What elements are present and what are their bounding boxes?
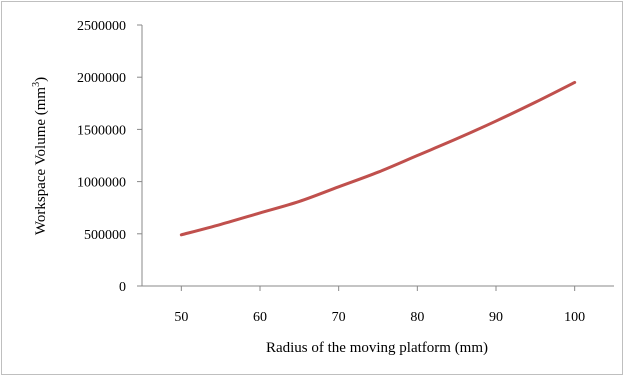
x-axis-title: Radius of the moving platform (mm) (266, 340, 488, 356)
y-axis-title-superscript: 3 (31, 82, 42, 87)
y-axis-ticks: 0 500000 1000000 1500000 2000000 2500000 (77, 19, 142, 295)
x-tick-label: 90 (489, 310, 503, 325)
y-axis-title-tail: ) (33, 77, 49, 82)
x-tick-label: 80 (410, 310, 424, 325)
y-tick-label: 1000000 (77, 176, 126, 191)
y-axis-title-main: Workspace Volume (mm (33, 87, 49, 236)
x-axis-ticks: 50 60 70 80 90 100 (174, 286, 585, 325)
y-tick-label: 0 (119, 280, 126, 295)
y-axis-title: Workspace Volume (mm3) (31, 77, 49, 235)
x-tick-label: 50 (174, 310, 188, 325)
series-line (179, 80, 577, 237)
y-tick-label: 2000000 (77, 71, 126, 86)
y-tick-label: 500000 (84, 228, 126, 243)
x-tick-label: 70 (332, 310, 346, 325)
x-tick-label: 100 (564, 310, 585, 325)
y-tick-label: 2500000 (77, 19, 126, 34)
plot-area (141, 25, 614, 287)
y-tick-label: 1500000 (77, 123, 126, 138)
series-layer (179, 80, 577, 237)
x-tick-label: 60 (253, 310, 267, 325)
